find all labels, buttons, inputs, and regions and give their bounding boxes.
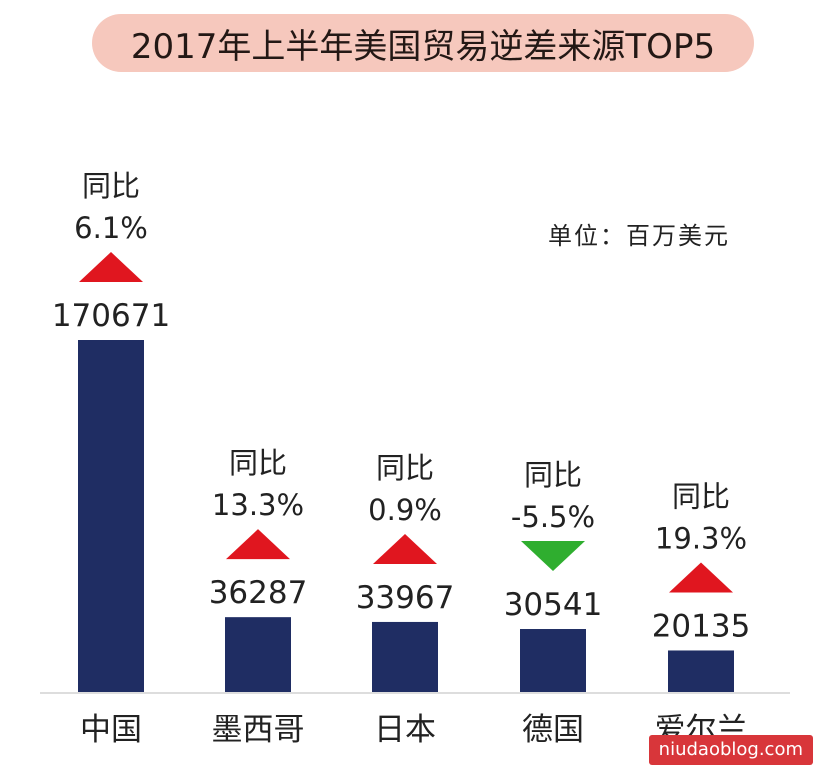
yoy-value-3: -5.5% xyxy=(511,500,595,534)
up-arrow-icon-4 xyxy=(669,562,733,593)
yoy-value-0: 6.1% xyxy=(74,211,148,245)
watermark: niudaoblog.com xyxy=(648,735,813,765)
value-label-0: 170671 xyxy=(52,298,170,334)
chart-title-text: 2017年上半年美国贸易逆差来源TOP5 xyxy=(130,26,716,67)
bar-0 xyxy=(78,340,144,692)
value-label-2: 33967 xyxy=(356,580,455,616)
value-label-3: 30541 xyxy=(504,587,603,623)
yoy-label-0: 同比 xyxy=(82,169,140,203)
chart-title: 2017年上半年美国贸易逆差来源TOP5 xyxy=(92,14,754,72)
value-label-1: 36287 xyxy=(209,575,308,611)
bar-4 xyxy=(668,650,734,692)
yoy-label-4: 同比 xyxy=(672,479,730,513)
bar-3 xyxy=(520,629,586,692)
up-arrow-icon-0 xyxy=(79,252,143,282)
category-label-0: 中国 xyxy=(80,712,142,748)
yoy-value-2: 0.9% xyxy=(368,493,442,527)
down-arrow-icon-3 xyxy=(521,541,585,572)
category-label-2: 日本 xyxy=(374,712,436,748)
bar-1 xyxy=(225,617,291,692)
up-arrow-icon-2 xyxy=(373,533,437,564)
yoy-label-3: 同比 xyxy=(524,458,582,492)
yoy-label-2: 同比 xyxy=(376,451,434,485)
yoy-value-1: 13.3% xyxy=(212,488,304,522)
yoy-label-1: 同比 xyxy=(229,446,287,480)
unit-label: 单位：百万美元 xyxy=(548,222,730,250)
value-label-4: 20135 xyxy=(652,608,751,644)
bar-2 xyxy=(372,621,438,692)
category-label-1: 墨西哥 xyxy=(212,712,305,748)
yoy-value-4: 19.3% xyxy=(655,521,747,555)
category-label-3: 德国 xyxy=(522,712,584,748)
up-arrow-icon-1 xyxy=(226,529,290,560)
